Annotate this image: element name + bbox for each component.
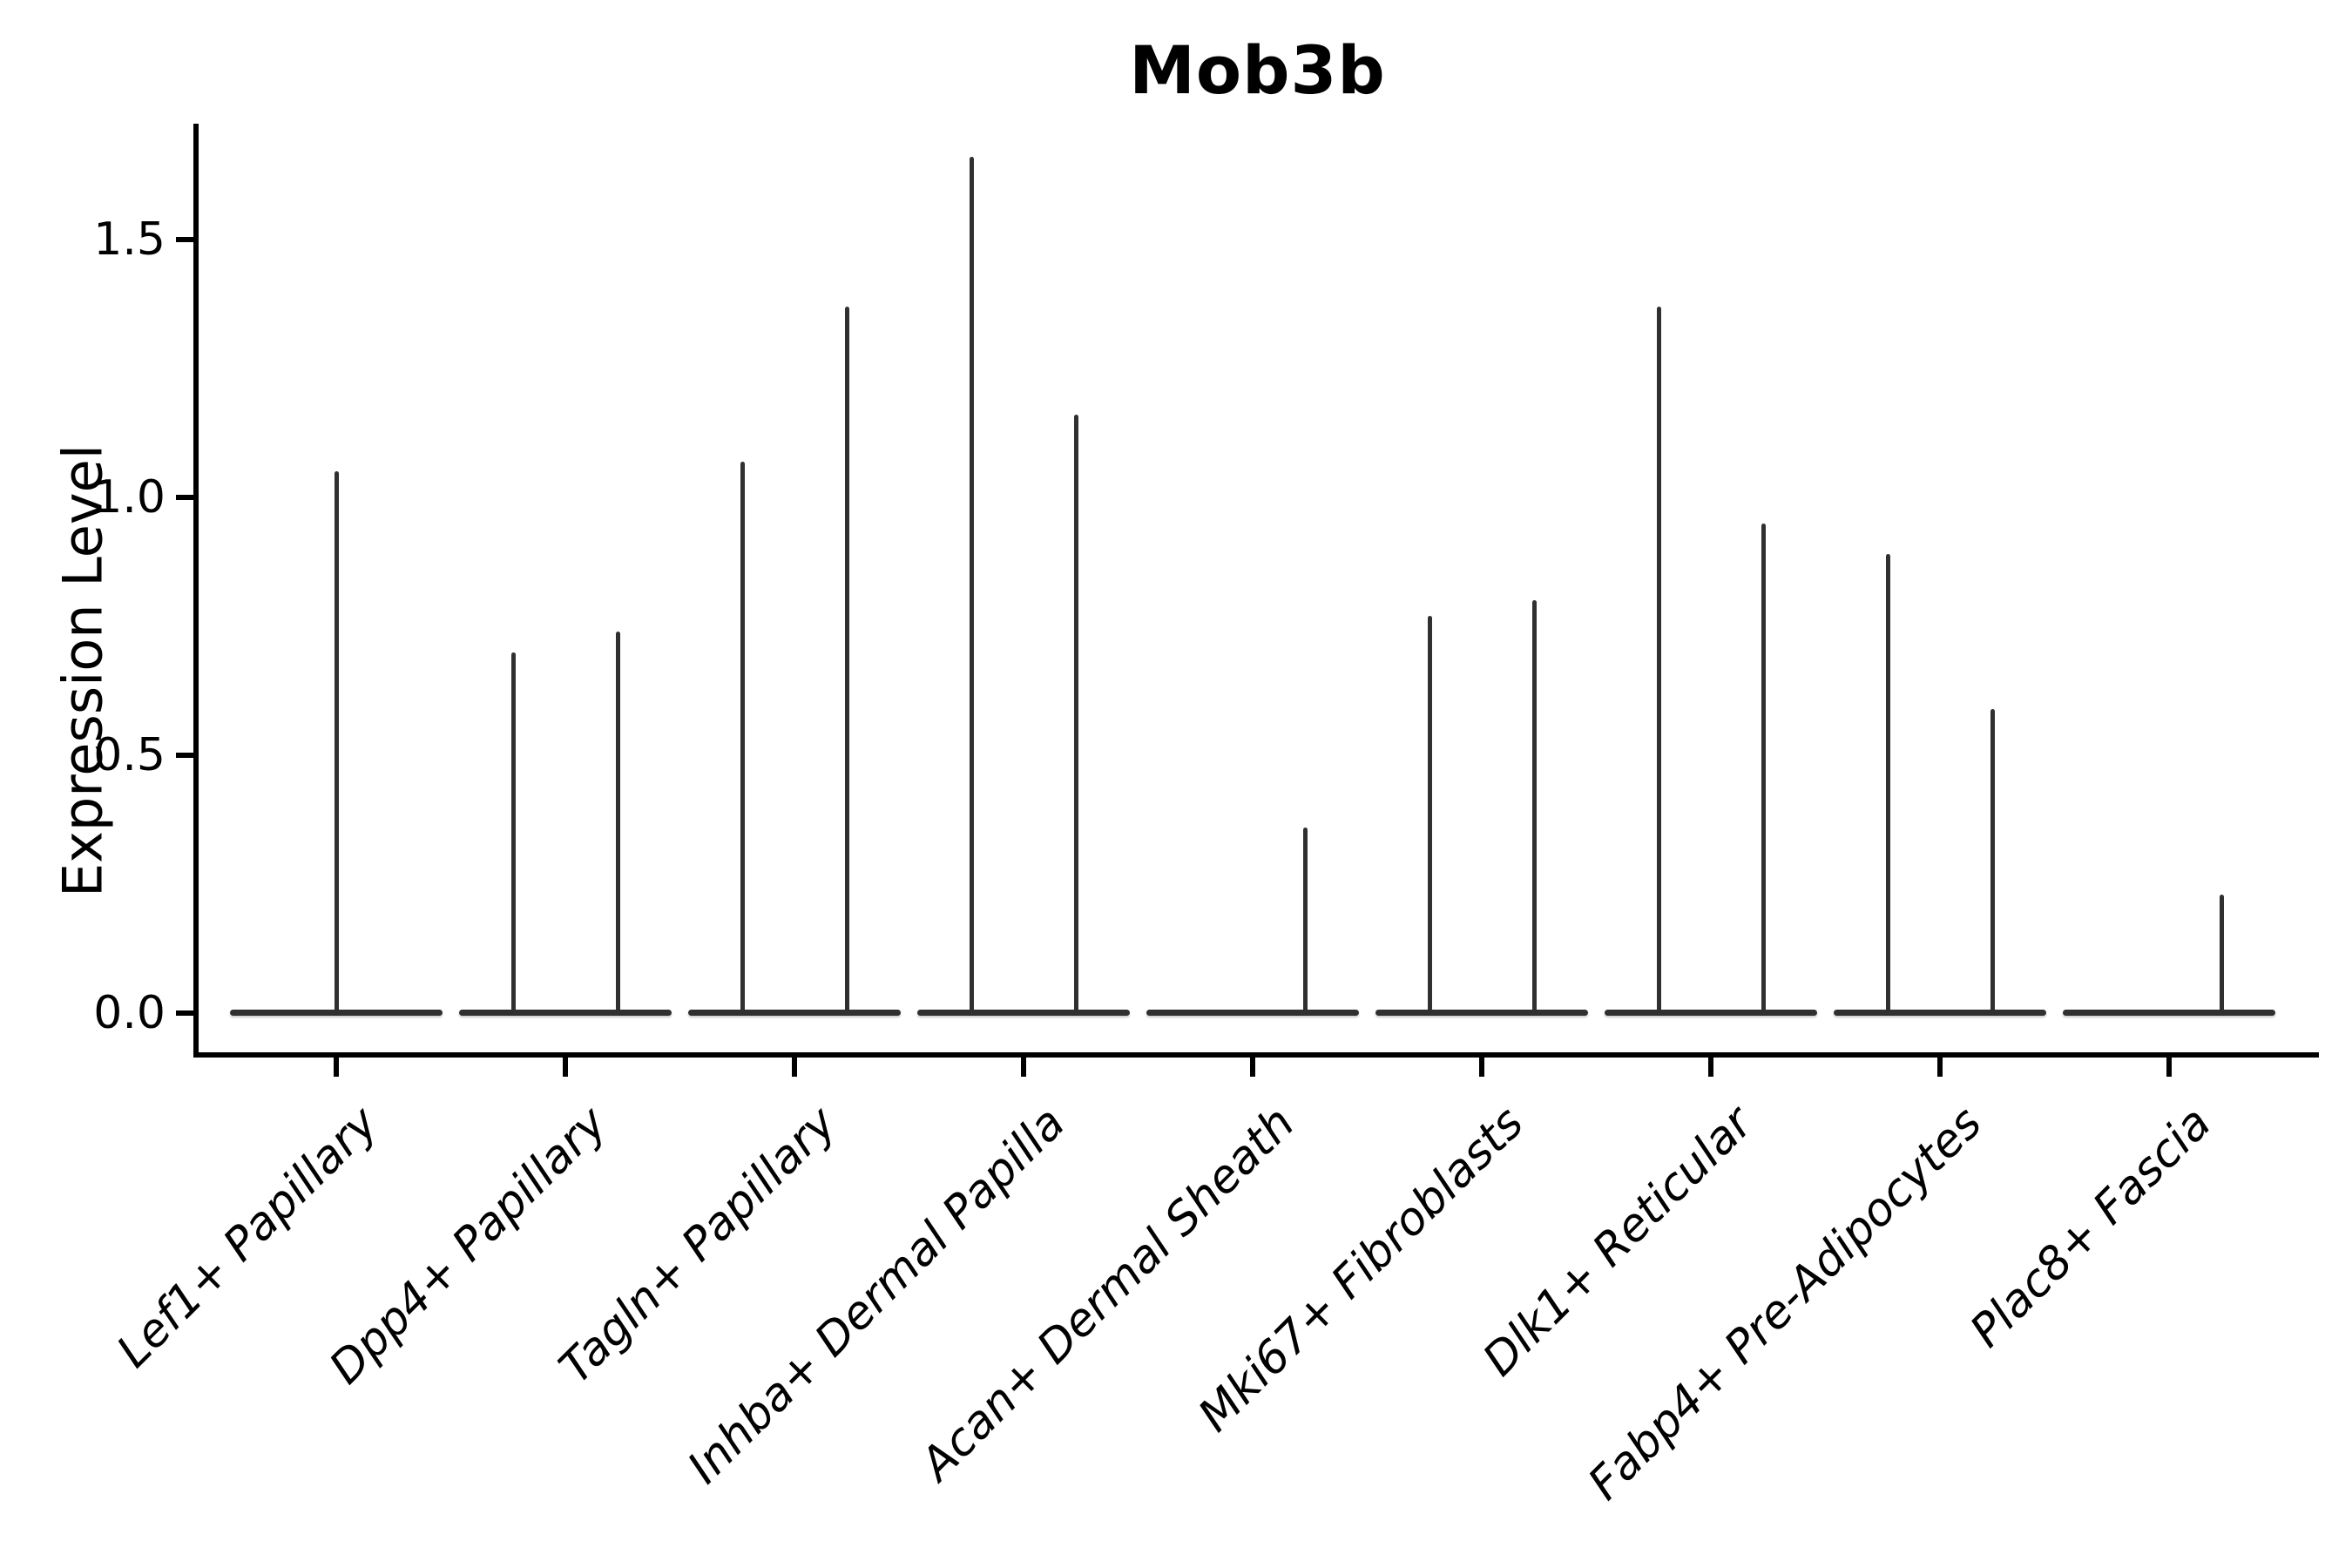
violin-baseline (2063, 1010, 2275, 1016)
x-tick (1250, 1058, 1255, 1077)
y-tick-label: 0.0 (93, 987, 166, 1039)
x-tick (1479, 1058, 1484, 1077)
x-tick (1937, 1058, 1943, 1077)
violin-spike (1656, 307, 1661, 1013)
y-tick (176, 495, 193, 500)
x-tick (792, 1058, 797, 1077)
x-tick (1021, 1058, 1026, 1077)
violin-spike (969, 157, 974, 1013)
violin-spike (1531, 600, 1537, 1013)
x-tick-label: Inhba+ Dermal Papilla (678, 1097, 1076, 1494)
x-tick-label: Fabp4+ Pre-Adipocytes (1578, 1097, 1992, 1511)
x-tick-label: Plac8+ Fascia (1960, 1097, 2221, 1358)
y-tick (176, 753, 193, 758)
y-tick (176, 237, 193, 242)
violin-baseline (1375, 1010, 1588, 1016)
violin-spike (1427, 616, 1432, 1013)
violin-baseline (459, 1010, 672, 1016)
x-tick (563, 1058, 568, 1077)
y-axis-spine (193, 124, 199, 1058)
violin-spike (2219, 895, 2224, 1013)
violin-spike (1990, 709, 1995, 1013)
x-tick (334, 1058, 339, 1077)
violin-baseline (1834, 1010, 2046, 1016)
chart-title: Mob3b (1129, 31, 1386, 109)
violin-spike (334, 471, 339, 1013)
violin-spike (615, 632, 620, 1013)
violin-baseline (1605, 1010, 1817, 1016)
violin-spike (1302, 828, 1308, 1013)
violin-spike (1761, 524, 1766, 1013)
violin-spike (844, 307, 849, 1013)
violin-baseline (917, 1010, 1130, 1016)
y-tick-label: 0.5 (93, 729, 166, 781)
violin-baseline (688, 1010, 901, 1016)
violin-spike (1073, 415, 1078, 1013)
y-tick (176, 1010, 193, 1016)
violin-baseline (1146, 1010, 1359, 1016)
y-tick-label: 1.0 (93, 471, 166, 524)
violin-spike (510, 652, 516, 1013)
x-tick-label: Acan+ Dermal Sheath (910, 1097, 1305, 1491)
violin-spike (1885, 554, 1890, 1013)
y-tick-label: 1.5 (93, 213, 166, 266)
x-tick (2166, 1058, 2172, 1077)
x-axis-spine (193, 1052, 2319, 1058)
violin-spike (740, 462, 745, 1013)
x-tick (1708, 1058, 1713, 1077)
